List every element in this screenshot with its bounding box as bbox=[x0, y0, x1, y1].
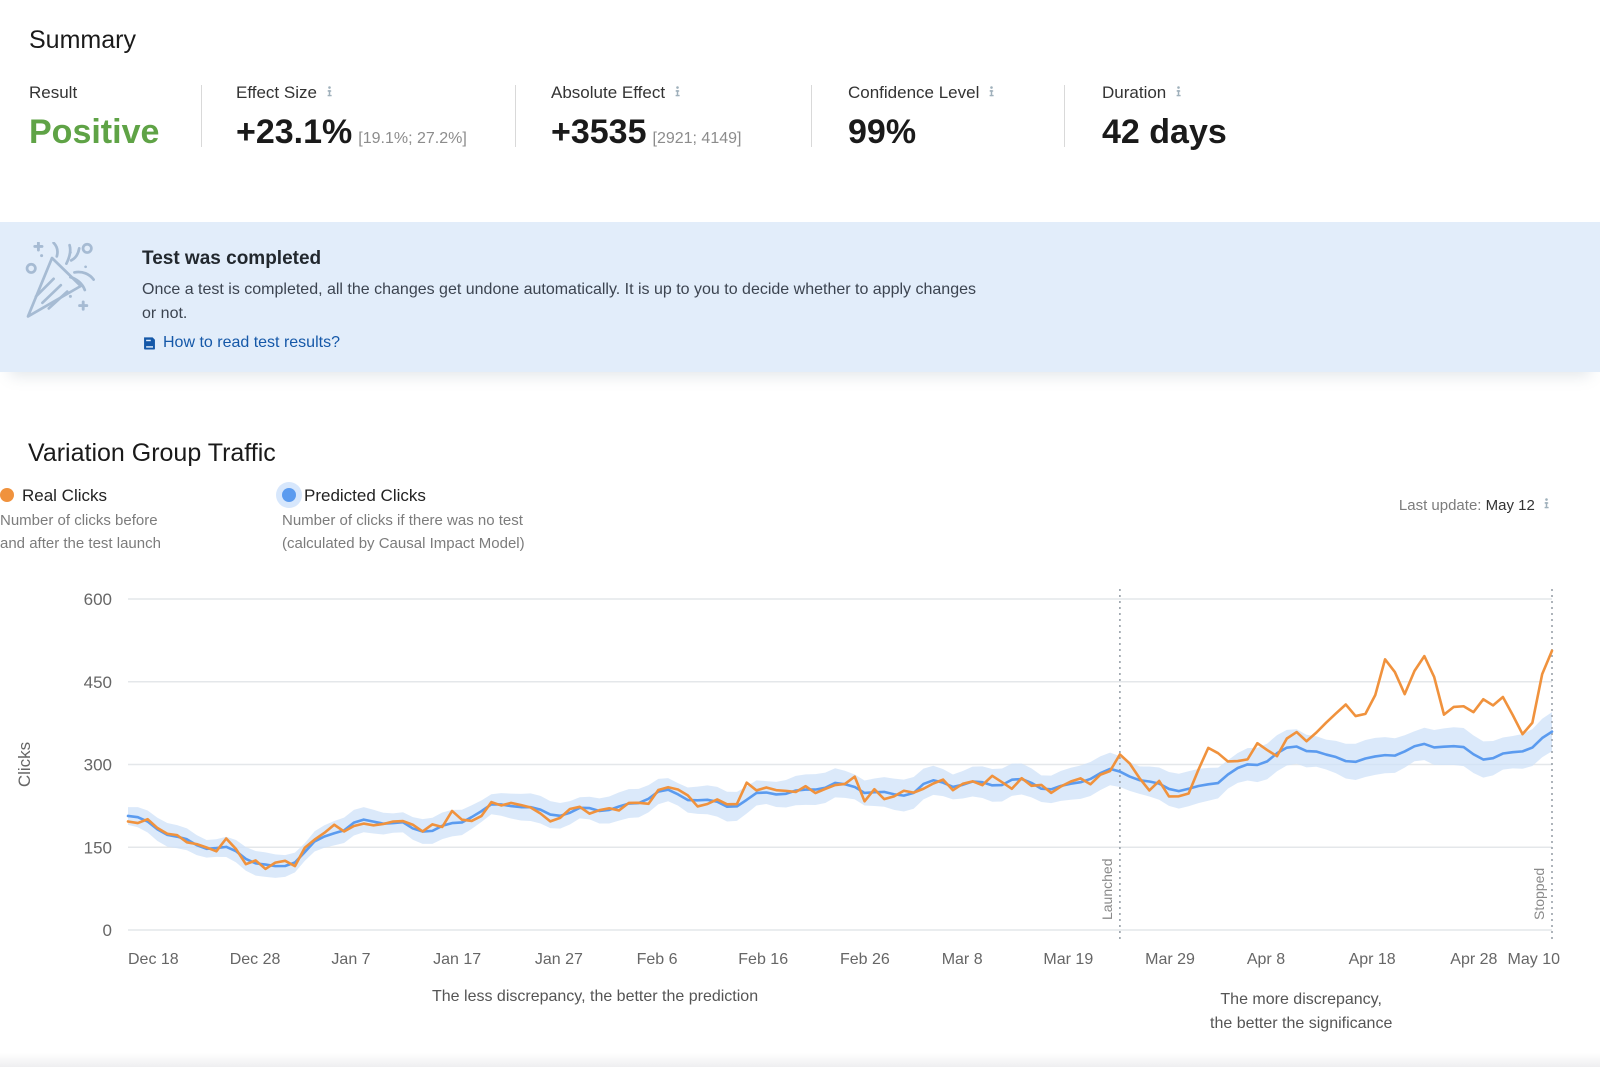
svg-text:Dec 28: Dec 28 bbox=[230, 951, 281, 968]
svg-text:May 10: May 10 bbox=[1508, 951, 1561, 968]
svg-text:Launched: Launched bbox=[1099, 858, 1115, 920]
svg-text:Jan 27: Jan 27 bbox=[535, 951, 583, 968]
svg-text:Dec 18: Dec 18 bbox=[128, 951, 179, 968]
svg-text:Mar 8: Mar 8 bbox=[942, 951, 983, 968]
svg-text:Apr 28: Apr 28 bbox=[1450, 951, 1497, 968]
svg-text:Jan 7: Jan 7 bbox=[331, 951, 370, 968]
svg-text:600: 600 bbox=[84, 590, 112, 609]
svg-text:Feb 16: Feb 16 bbox=[738, 951, 788, 968]
svg-text:Stopped: Stopped bbox=[1531, 868, 1547, 920]
svg-text:Jan 17: Jan 17 bbox=[433, 951, 481, 968]
svg-text:Apr 18: Apr 18 bbox=[1349, 951, 1396, 968]
svg-text:150: 150 bbox=[84, 838, 112, 857]
svg-text:Mar 19: Mar 19 bbox=[1043, 951, 1093, 968]
svg-text:300: 300 bbox=[84, 756, 112, 775]
svg-text:450: 450 bbox=[84, 673, 112, 692]
svg-text:Feb 6: Feb 6 bbox=[637, 951, 678, 968]
svg-text:0: 0 bbox=[103, 921, 112, 940]
svg-text:Feb 26: Feb 26 bbox=[840, 951, 890, 968]
svg-text:Clicks: Clicks bbox=[15, 742, 34, 787]
svg-text:Mar 29: Mar 29 bbox=[1145, 951, 1195, 968]
svg-text:Apr 8: Apr 8 bbox=[1247, 951, 1285, 968]
